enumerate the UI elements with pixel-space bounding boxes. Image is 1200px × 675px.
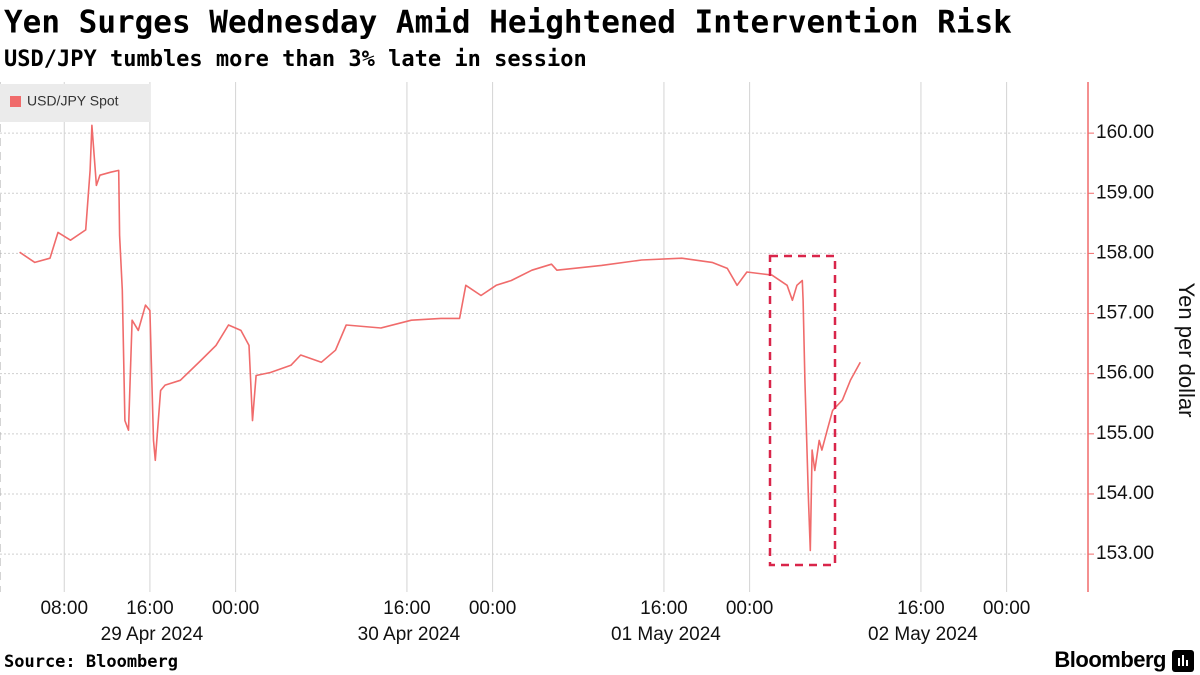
x-date-label: 01 May 2024 xyxy=(611,624,721,645)
y-tick-label: 153.00 xyxy=(1096,543,1154,564)
x-tick-label: 00:00 xyxy=(469,598,517,619)
x-tick-label: 00:00 xyxy=(726,598,774,619)
x-tick-label: 16:00 xyxy=(640,598,688,619)
highlight-box xyxy=(768,254,837,567)
legend: USD/JPY Spot xyxy=(0,84,150,122)
x-date-label: 30 Apr 2024 xyxy=(358,624,461,645)
y-axis-title: Yen per dollar xyxy=(1174,283,1199,418)
source: Source: Bloomberg xyxy=(4,652,178,672)
y-tick-label: 159.00 xyxy=(1096,182,1154,203)
x-date-label: 29 Apr 2024 xyxy=(101,624,204,645)
x-tick-label: 00:00 xyxy=(983,598,1031,619)
y-tick-label: 157.00 xyxy=(1096,303,1154,324)
y-tick-label: 156.00 xyxy=(1096,363,1154,384)
x-tick-label: 16:00 xyxy=(383,598,431,619)
x-date-label: 02 May 2024 xyxy=(868,624,978,645)
y-tick-label: 155.00 xyxy=(1096,423,1154,444)
x-tick-label: 00:00 xyxy=(212,598,260,619)
y-tick-label: 154.00 xyxy=(1096,483,1154,504)
grid xyxy=(0,82,1094,592)
brand: Bloomberg xyxy=(1054,647,1166,672)
x-tick-label: 16:00 xyxy=(897,598,945,619)
brand-icon-bar xyxy=(1182,655,1184,666)
plot xyxy=(19,124,862,552)
x-tick-label: 08:00 xyxy=(40,598,88,619)
chart-title: Yen Surges Wednesday Amid Heightened Int… xyxy=(4,5,1012,41)
y-tick-label: 160.00 xyxy=(1096,122,1154,143)
x-tick-label: 16:00 xyxy=(126,598,174,619)
legend-box xyxy=(0,84,150,122)
chart-subtitle: USD/JPY tumbles more than 3% late in ses… xyxy=(4,47,587,72)
y-tick-label: 158.00 xyxy=(1096,242,1154,263)
brand-icon-bar xyxy=(1178,658,1180,666)
legend-label: USD/JPY Spot xyxy=(27,93,119,109)
brand-icon-bar xyxy=(1186,660,1188,666)
line xyxy=(19,124,862,552)
legend-swatch xyxy=(10,96,21,107)
